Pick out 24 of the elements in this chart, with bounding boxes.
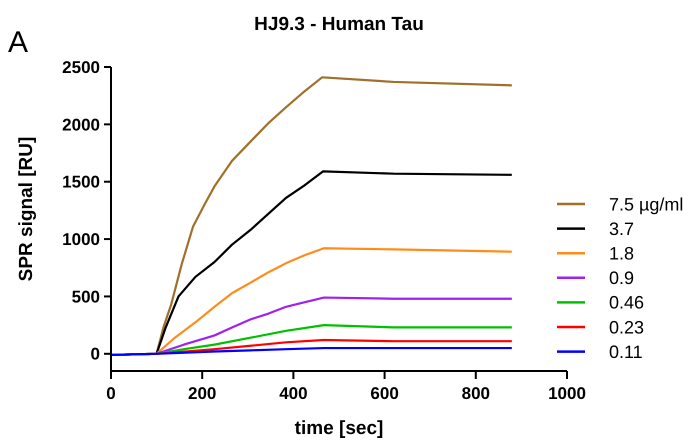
- x-tick-label: 0: [106, 384, 116, 403]
- legend-label: 0.23: [609, 317, 644, 338]
- legend-label: 0.11: [609, 342, 643, 362]
- legend-label: 3.7: [609, 218, 634, 239]
- y-tick-label: 1000: [62, 230, 100, 250]
- y-tick-label: 2000: [62, 115, 100, 134]
- x-tick-label: 400: [279, 384, 308, 403]
- x-tick-label: 800: [462, 384, 490, 403]
- legend-label: 0.9: [609, 268, 634, 288]
- legend-label: 0.46: [609, 292, 644, 313]
- x-tick-label: 200: [188, 384, 216, 403]
- chart-title: HJ9.3 - Human Tau: [254, 14, 424, 35]
- y-tick-label: 2500: [62, 58, 100, 77]
- legend-label: 1.8: [609, 244, 634, 264]
- x-axis-title: time [sec]: [294, 418, 384, 439]
- x-tick-label: 1000: [548, 384, 586, 403]
- y-tick-label: 1500: [62, 172, 100, 192]
- y-axis-title: SPR signal [RU]: [16, 136, 37, 282]
- line-series: [110, 346, 513, 356]
- text: A: [8, 26, 28, 59]
- y-tick-label: 500: [72, 287, 100, 306]
- legend-label: 7.5 µg/ml: [609, 194, 684, 214]
- y-tick-label: 0: [90, 344, 100, 364]
- x-tick-label: 600: [370, 384, 399, 403]
